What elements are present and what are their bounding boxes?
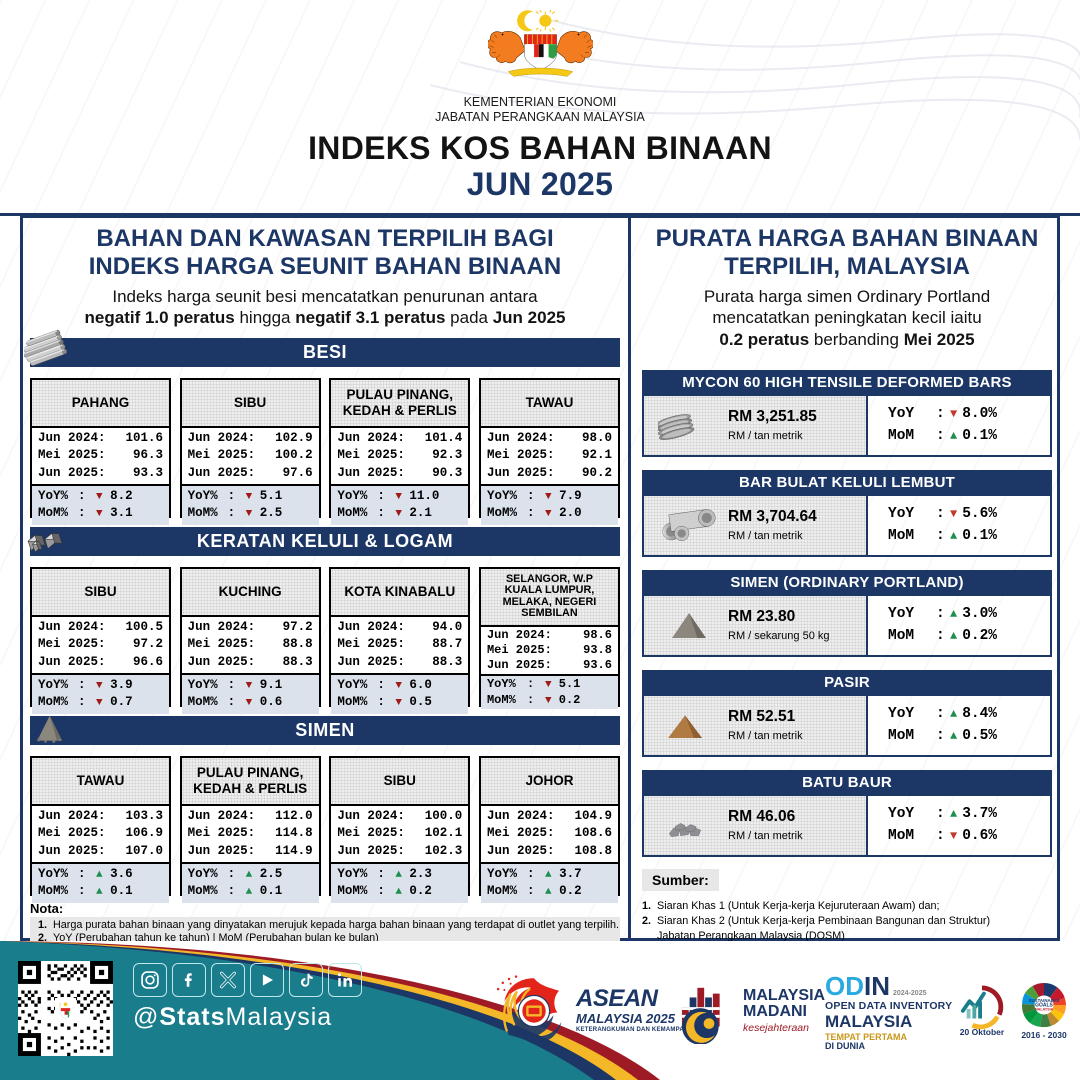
svg-text:MALAYSIA: MALAYSIA	[1035, 1008, 1054, 1012]
